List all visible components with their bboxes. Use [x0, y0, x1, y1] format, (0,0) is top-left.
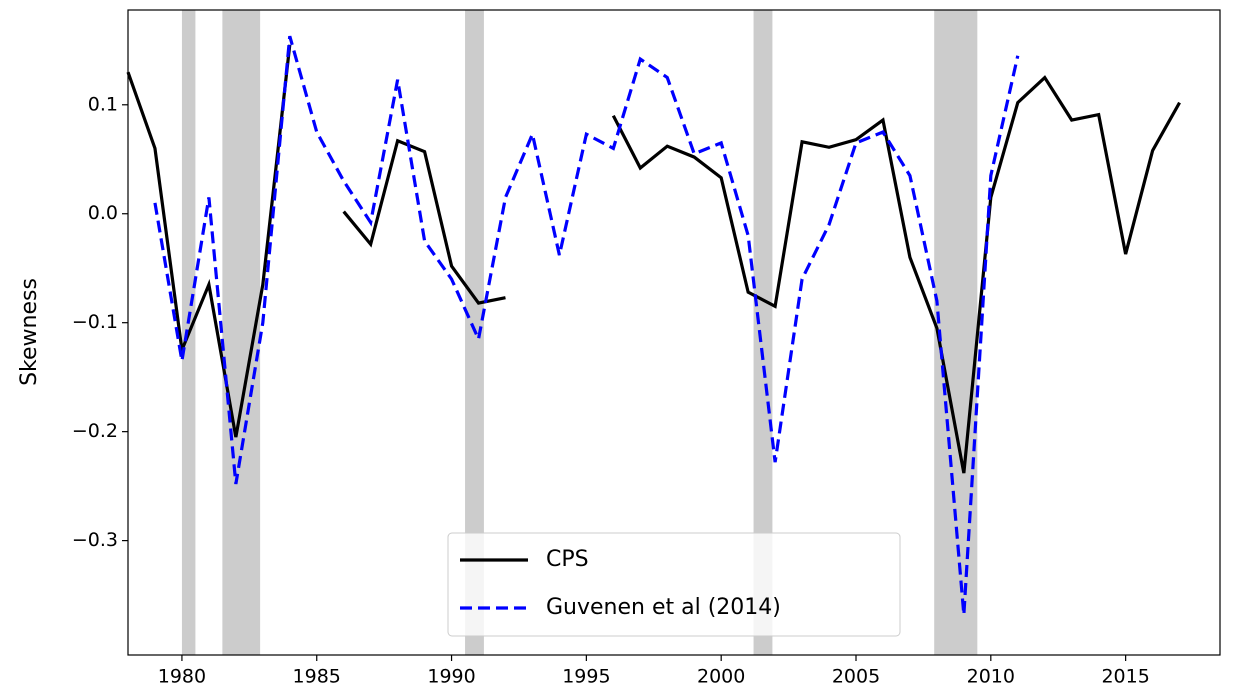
- legend-label: Guvenen et al (2014): [546, 595, 781, 620]
- x-tick-label: 2010: [967, 666, 1015, 688]
- x-tick-label: 2005: [832, 666, 880, 688]
- recession-band: [934, 10, 978, 655]
- x-tick-label: 1985: [293, 666, 341, 688]
- series-line: [611, 75, 1181, 474]
- recession-band: [753, 10, 773, 655]
- y-tick-label: −0.3: [72, 529, 118, 551]
- series-line: [126, 44, 292, 438]
- series-line: [342, 138, 506, 305]
- x-tick-label: 1990: [427, 666, 475, 688]
- y-tick-label: −0.1: [72, 311, 118, 333]
- legend-box: [447, 532, 901, 637]
- legend-label: CPS: [546, 547, 589, 572]
- x-tick-label: 2000: [697, 666, 745, 688]
- x-tick-label: 1995: [562, 666, 610, 688]
- x-tick-label: 2015: [1101, 666, 1149, 688]
- y-tick-label: 0.1: [88, 93, 118, 115]
- x-tick-label: 1980: [158, 666, 206, 688]
- plot-frame: [127, 9, 1221, 656]
- y-axis-label: Skewness: [17, 278, 42, 386]
- y-tick-label: 0.0: [88, 202, 118, 224]
- y-tick-label: −0.2: [72, 420, 118, 442]
- series-line: [153, 35, 1020, 615]
